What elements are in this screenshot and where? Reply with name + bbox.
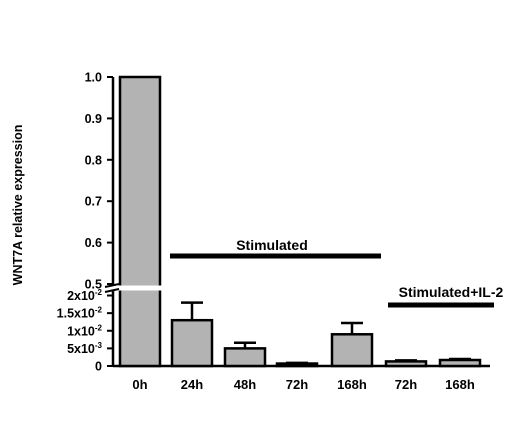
y-tick-exponent: -2 xyxy=(95,323,103,332)
bar xyxy=(223,347,267,368)
upper-y-ticks: 0.5 0.6 0.7 0.8 0.9 1.0 xyxy=(85,71,113,292)
error-bars xyxy=(181,301,471,365)
bars xyxy=(118,75,482,368)
break-mark xyxy=(104,283,120,288)
y-tick-label: 0.5 xyxy=(85,278,102,292)
bar xyxy=(438,358,482,368)
bar xyxy=(384,360,428,368)
y-tick-exponent: -2 xyxy=(95,306,103,315)
y-tick-mantissa: 1x10 xyxy=(67,324,95,338)
x-tick-label: 72h xyxy=(286,377,308,392)
bar xyxy=(118,75,162,368)
x-tick-label: 0h xyxy=(132,377,147,392)
axes xyxy=(111,77,490,368)
bar xyxy=(170,318,214,368)
y-tick-label: 1x10-2 xyxy=(67,323,102,338)
y-tick-label: 2x10-2 xyxy=(67,288,102,303)
y-tick-mantissa: 5x10 xyxy=(67,342,95,356)
y-tick-label: 0 xyxy=(95,360,102,374)
x-tick-label: 72h xyxy=(395,377,417,392)
group-label: Stimulated+IL-2 xyxy=(399,284,504,300)
group-label: Stimulated xyxy=(236,237,308,253)
x-tick-label: 168h xyxy=(445,377,475,392)
group-brackets: Stimulated Stimulated+IL-2 xyxy=(170,237,504,308)
y-tick-label: 0.7 xyxy=(85,195,102,209)
y-axis-label: WNT7A relative expression xyxy=(11,125,25,286)
x-tick-labels: 0h 24h 48h 72h 168h 72h 168h xyxy=(132,377,474,392)
bar xyxy=(330,333,374,368)
y-tick-label: 5x10-3 xyxy=(67,341,102,356)
y-tick-mantissa: 0 xyxy=(95,360,102,374)
y-tick-label: 0.6 xyxy=(85,236,102,250)
y-tick-mantissa: 1.5x10 xyxy=(57,307,95,321)
y-tick-label: 0.9 xyxy=(85,112,102,126)
axis-break xyxy=(103,283,173,293)
y-axis-label-group: WNT7A relative expression xyxy=(11,125,25,286)
y-tick-exponent: -3 xyxy=(95,341,103,350)
break-gap xyxy=(103,285,173,291)
y-tick-label: 1.0 xyxy=(85,71,102,85)
y-tick-mantissa: 2x10 xyxy=(67,289,95,303)
y-tick-label: 1.5x10-2 xyxy=(57,306,103,321)
x-tick-label: 168h xyxy=(337,377,367,392)
y-tick-label: 0.8 xyxy=(85,153,102,167)
y-tick-exponent: -2 xyxy=(95,288,103,297)
x-tick-label: 24h xyxy=(181,377,203,392)
break-mark xyxy=(104,288,120,293)
x-tick-label: 48h xyxy=(234,377,256,392)
